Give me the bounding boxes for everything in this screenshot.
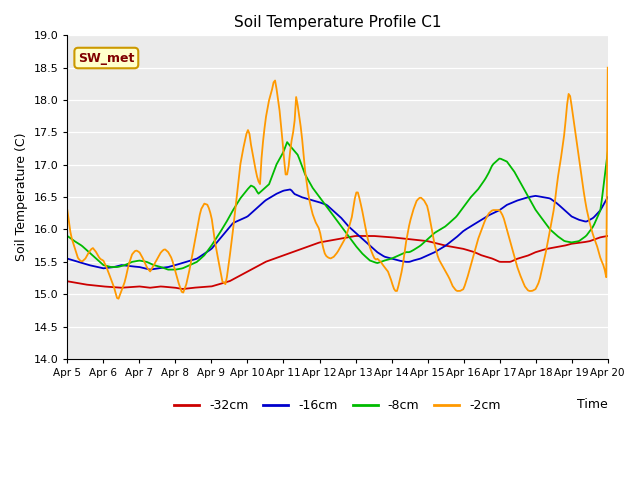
-32cm: [63, 278, 71, 284]
-32cm: [353, 233, 360, 239]
-16cm: [130, 264, 138, 269]
Line: -16cm: -16cm: [67, 190, 608, 270]
-16cm: [63, 256, 71, 262]
-8cm: [577, 237, 584, 243]
-16cm: [226, 224, 234, 229]
-2cm: [575, 157, 583, 163]
-2cm: [115, 296, 122, 301]
-8cm: [226, 213, 234, 218]
-8cm: [63, 233, 71, 239]
Title: Soil Temperature Profile C1: Soil Temperature Profile C1: [234, 15, 442, 30]
-2cm: [244, 127, 252, 133]
-32cm: [577, 240, 584, 246]
Line: -2cm: -2cm: [67, 68, 608, 299]
-16cm: [303, 196, 310, 202]
-32cm: [130, 284, 138, 290]
-8cm: [303, 174, 310, 180]
-32cm: [301, 245, 309, 251]
Text: SW_met: SW_met: [78, 51, 134, 64]
-32cm: [253, 264, 261, 269]
-32cm: [244, 268, 252, 274]
Text: Time: Time: [577, 398, 608, 411]
Legend: -32cm, -16cm, -8cm, -2cm: -32cm, -16cm, -8cm, -2cm: [169, 395, 506, 418]
-8cm: [130, 259, 138, 264]
Line: -32cm: -32cm: [67, 236, 608, 289]
Line: -8cm: -8cm: [67, 142, 608, 270]
-32cm: [179, 286, 187, 292]
-16cm: [286, 187, 294, 192]
-16cm: [147, 267, 154, 273]
Y-axis label: Soil Temperature (C): Soil Temperature (C): [15, 133, 28, 262]
-16cm: [244, 213, 252, 219]
-2cm: [301, 169, 309, 175]
-16cm: [577, 217, 584, 223]
-16cm: [604, 194, 612, 200]
-8cm: [284, 139, 291, 145]
-32cm: [226, 278, 234, 284]
-16cm: [253, 205, 261, 211]
-8cm: [166, 267, 173, 273]
-2cm: [131, 248, 139, 254]
-8cm: [604, 149, 612, 155]
-2cm: [253, 173, 261, 179]
-2cm: [226, 252, 234, 258]
-2cm: [604, 65, 612, 71]
-32cm: [604, 233, 612, 239]
-2cm: [63, 207, 71, 213]
-8cm: [244, 186, 252, 192]
-8cm: [253, 189, 261, 194]
